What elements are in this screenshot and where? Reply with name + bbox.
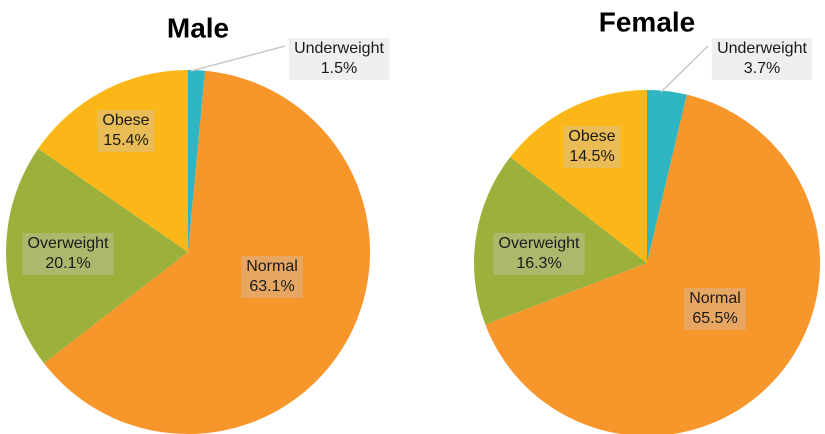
value-label: 65.5% <box>692 310 737 327</box>
label-box <box>563 126 621 168</box>
pie-slice <box>38 70 189 252</box>
category-label: Obese <box>102 112 149 129</box>
label-box <box>493 233 585 275</box>
category-label: Underweight <box>294 40 384 57</box>
label-box <box>22 233 114 275</box>
slice-label: Overweight 16.3% <box>493 233 585 275</box>
value-label: 63.1% <box>249 278 294 295</box>
label-box <box>684 288 746 330</box>
pie-slice <box>510 90 647 263</box>
value-label: 3.7% <box>744 60 780 77</box>
category-label: Underweight <box>717 40 807 57</box>
slice-label: Obese 15.4% <box>97 110 155 152</box>
leader-line <box>190 45 286 72</box>
label-box <box>288 38 390 80</box>
slice-label: Underweight 3.7% <box>711 38 813 80</box>
pie-slice <box>188 70 206 252</box>
chart-title: Male <box>167 12 229 43</box>
pie-slice <box>485 94 820 434</box>
category-label: Normal <box>246 258 298 275</box>
pie-slice <box>5 148 189 364</box>
chart-title: Female <box>599 6 696 37</box>
value-label: 16.3% <box>516 255 561 272</box>
pie-slice <box>474 156 647 325</box>
value-label: 14.5% <box>569 148 614 165</box>
label-box <box>241 256 303 298</box>
pie-slice <box>647 90 687 263</box>
slice-label: Normal 63.1% <box>241 256 303 298</box>
category-label: Overweight <box>499 235 580 252</box>
category-label: Normal <box>689 290 741 307</box>
slice-label: Underweight 1.5% <box>288 38 390 80</box>
label-box <box>711 38 813 80</box>
leader-line <box>660 45 709 93</box>
value-label: 15.4% <box>103 132 148 149</box>
pie-slice <box>43 70 371 434</box>
value-label: 1.5% <box>321 60 357 77</box>
slice-label: Normal 65.5% <box>684 288 746 330</box>
category-label: Obese <box>568 128 615 145</box>
value-label: 20.1% <box>45 255 90 272</box>
slice-label: Overweight 20.1% <box>22 233 114 275</box>
slice-label: Obese 14.5% <box>563 126 621 168</box>
category-label: Overweight <box>28 235 109 252</box>
label-box <box>97 110 155 152</box>
